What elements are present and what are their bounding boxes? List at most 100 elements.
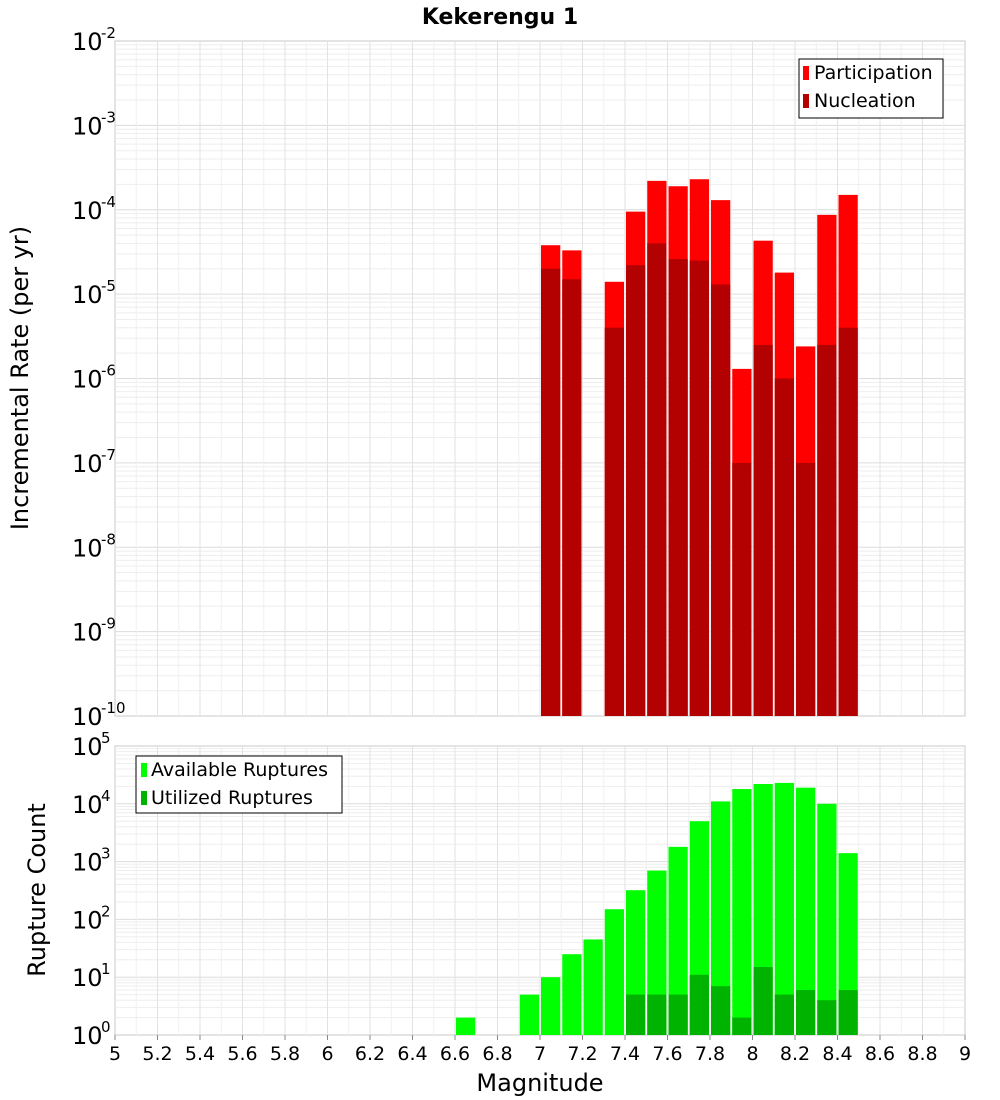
- x-tick-label: 6: [321, 1043, 333, 1065]
- bottom-bar-a: [817, 803, 837, 1035]
- top-y-axis-label: Incremental Rate (per yr): [6, 226, 34, 530]
- bottom-bar-b: [796, 990, 816, 1035]
- bottom-bar-a: [562, 954, 582, 1035]
- top-bar-b: [689, 260, 709, 716]
- bottom-legend-box: [135, 755, 343, 814]
- top-legend-box: [798, 58, 944, 119]
- x-tick-label: 7: [534, 1043, 546, 1065]
- x-tick-label: 5.8: [270, 1043, 300, 1065]
- x-tick-label: 6.2: [355, 1043, 385, 1065]
- y-tick-exponent: -4: [101, 193, 116, 211]
- y-tick-exponent: 2: [101, 902, 111, 920]
- top-bar-b: [711, 284, 731, 716]
- bottom-y-axis-label: Rupture Count: [23, 803, 51, 977]
- bottom-bar-b: [626, 994, 646, 1035]
- y-tick-exponent: -8: [101, 530, 116, 548]
- y-tick-exponent: -6: [101, 362, 116, 380]
- bottom-legend[interactable]: Available Ruptures Utilized Ruptures: [135, 755, 343, 814]
- top-bar-b: [668, 259, 688, 716]
- y-tick-exponent: -5: [101, 277, 116, 295]
- bottom-bar-b: [732, 1017, 752, 1035]
- x-tick-label: 6.8: [482, 1043, 512, 1065]
- x-tick-label: 7.2: [567, 1043, 597, 1065]
- y-tick-exponent: -10: [101, 699, 126, 717]
- y-tick-label: 10: [72, 450, 103, 478]
- y-tick-exponent: 0: [101, 1018, 111, 1036]
- top-bar-b: [753, 344, 773, 716]
- y-tick-label: 10: [72, 366, 103, 394]
- x-tick-label: 8.4: [822, 1043, 852, 1065]
- bottom-bar-a: [604, 909, 624, 1035]
- bottom-bar-b: [838, 990, 858, 1035]
- bottom-bar-a: [519, 994, 539, 1035]
- y-tick-label: 10: [72, 619, 103, 647]
- top-bar-b: [604, 327, 624, 716]
- bottom-bar-a: [711, 801, 731, 1035]
- bottom-bar-a: [668, 846, 688, 1035]
- bottom-bar-a: [796, 787, 816, 1035]
- y-tick-label: 10: [72, 112, 103, 140]
- y-tick-exponent: -7: [101, 446, 116, 464]
- y-tick-exponent: -2: [101, 24, 116, 42]
- top-bars: [541, 179, 858, 717]
- bottom-bars: [456, 782, 858, 1035]
- x-tick-label: 7.6: [652, 1043, 682, 1065]
- x-axis-label: Magnitude: [476, 1069, 603, 1097]
- x-tick-label: 5.2: [142, 1043, 172, 1065]
- bottom-bar-b: [774, 994, 794, 1035]
- legend-swatch-available: [141, 763, 147, 777]
- legend-swatch-utilized: [141, 791, 147, 805]
- bottom-bar-a: [541, 977, 561, 1035]
- top-legend[interactable]: Participation Nucleation: [798, 58, 944, 119]
- legend-label-utilized: Utilized Ruptures: [151, 787, 313, 809]
- bottom-bar-a: [838, 853, 858, 1035]
- y-tick-label: 10: [72, 281, 103, 309]
- top-bar-b: [562, 279, 582, 716]
- y-tick-label: 10: [72, 791, 103, 819]
- x-tick-labels: 5 5.2 5.4 5.6 5.8 6 6.2 6.4 6.6 6.8 7 7.2 7.4 7.6 7.8 8…: [109, 1035, 971, 1065]
- top-bar-b: [647, 243, 667, 717]
- top-bar-b: [796, 462, 816, 716]
- x-tick-label: 8: [746, 1043, 758, 1065]
- legend-label-available: Available Ruptures: [151, 759, 328, 781]
- bottom-bar-b: [817, 1000, 837, 1035]
- x-tick-label: 5.4: [185, 1043, 215, 1065]
- y-tick-label: 10: [72, 906, 103, 934]
- bottom-bar-b: [668, 994, 688, 1035]
- top-bar-b: [817, 344, 837, 716]
- y-tick-exponent: 1: [101, 960, 111, 978]
- y-tick-exponent: 3: [101, 845, 111, 863]
- x-tick-label: 6.4: [397, 1043, 427, 1065]
- y-tick-label: 10: [72, 703, 103, 731]
- x-tick-label: 5: [109, 1043, 121, 1065]
- x-tick-label: 9: [959, 1043, 971, 1065]
- x-tick-label: 5.6: [227, 1043, 257, 1065]
- top-bar-b: [732, 462, 752, 716]
- x-tick-label: 8.2: [780, 1043, 810, 1065]
- y-tick-label: 10: [72, 1022, 103, 1050]
- y-tick-exponent: -3: [101, 108, 116, 126]
- y-tick-label: 10: [72, 28, 103, 56]
- top-bar-b: [774, 378, 794, 716]
- legend-swatch-nucleation: [803, 94, 809, 108]
- legend-label-nucleation: Nucleation: [814, 90, 916, 112]
- y-tick-label: 10: [72, 964, 103, 992]
- y-tick-label: 10: [72, 197, 103, 225]
- x-tick-label: 7.4: [610, 1043, 640, 1065]
- x-tick-label: 8.8: [907, 1043, 937, 1065]
- legend-label-participation: Participation: [814, 62, 933, 84]
- top-bar-b: [541, 268, 561, 716]
- bottom-bar-a: [732, 789, 752, 1035]
- bottom-bar-a: [583, 939, 603, 1035]
- x-tick-label: 7.8: [695, 1043, 725, 1065]
- bottom-bar-b: [689, 974, 709, 1035]
- top-bar-b: [626, 265, 646, 716]
- y-tick-exponent: -9: [101, 615, 116, 633]
- top-grid: [115, 41, 965, 716]
- y-tick-label: 10: [72, 733, 103, 761]
- y-tick-exponent: 4: [101, 787, 111, 805]
- y-tick-exponent: 5: [101, 729, 111, 747]
